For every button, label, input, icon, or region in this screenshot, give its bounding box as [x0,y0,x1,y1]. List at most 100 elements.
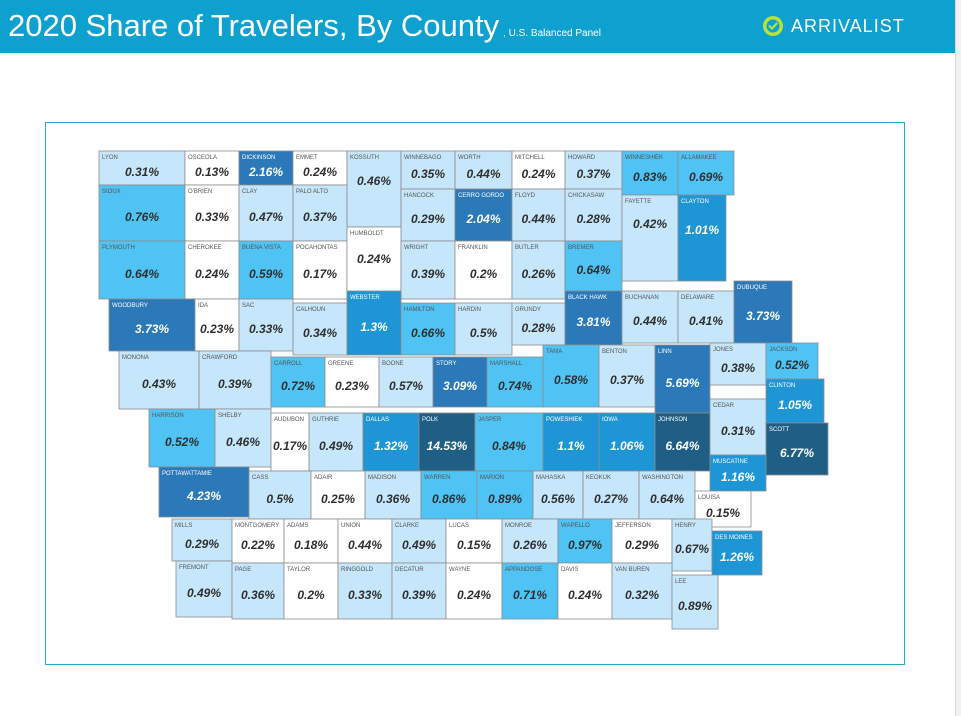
county-cass: CASS 0.5% [248,470,312,520]
county-value: 0.64% [125,267,159,281]
county-name: WEBSTER [350,295,380,301]
county-value: 1.05% [778,398,812,412]
county-ida: IDA 0.23% [194,298,240,352]
county-shape [654,412,711,472]
county-plymouth: PLYMOUTH 0.64% [98,240,186,300]
county-shape [511,188,566,242]
county-name: MARION [480,475,504,481]
brand-name: ARRIVALIST [791,16,905,36]
county-webster: WEBSTER 1.3% [346,290,402,356]
county-butler: BUTLER 0.26% [511,240,566,300]
page-subtitle: , U.S. Balanced Panel [503,28,601,39]
county-clarke: CLARKE 0.49% [391,518,447,564]
county-poweshiek: POWESHIEK 1.1% [542,412,600,472]
county-clay: CLAY 0.47% [238,184,294,242]
county-name: WAYNE [449,567,470,573]
county-name: PLYMOUTH [102,245,135,251]
county-shape [346,290,402,356]
county-shape [158,466,250,518]
county-jefferson: JEFFERSON 0.29% [611,518,673,564]
county-name: HOWARD [568,155,596,161]
county-value: 1.3% [360,320,388,334]
county-name: DECATUR [395,567,424,573]
county-value: 0.86% [432,492,466,506]
county-shape [238,184,294,242]
county-value: 0.44% [633,314,667,328]
county-davis: DAVIS 0.24% [557,562,613,620]
county-shape [611,562,673,620]
county-name: IOWA [602,417,618,423]
county-value: 0.31% [721,424,755,438]
county-des-moines: DES MOINES 1.26% [711,530,763,576]
county-name: RINGGOLD [341,567,374,573]
county-value: 0.2% [297,588,325,602]
county-jasper: JASPER 0.84% [474,412,544,472]
county-value: 0.37% [303,210,337,224]
page-title: 2020 Share of Travelers, By County, U.S.… [8,7,601,53]
county-name: WINNESHIEK [625,155,663,161]
county-name: CHEROKEE [188,245,222,251]
county-name: MAHASKA [536,475,565,481]
county-shape [324,356,380,408]
county-name: FREMONT [179,565,209,571]
county-polk: POLK 14.53% [418,412,476,472]
county-shape [733,280,793,344]
county-name: DUBUQUE [737,285,767,291]
county-value: 0.41% [689,314,723,328]
county-value: 1.26% [720,550,754,564]
county-buchanan: BUCHANAN 0.44% [621,290,679,344]
county-name: BENTON [602,349,627,355]
county-shape [564,188,623,242]
county-name: JOHNSON [658,417,687,423]
county-value: 0.25% [321,492,355,506]
county-hamilton: HAMILTON 0.66% [400,302,456,356]
county-ringgold: RINGGOLD 0.33% [337,562,393,620]
county-name: BUENA VISTA [242,245,281,251]
county-louisa: LOUISA 0.15% [694,490,752,528]
county-clinton: CLINTON 1.05% [765,378,825,424]
county-value: 0.5% [470,326,498,340]
county-shape [476,470,534,520]
county-shape [454,302,513,356]
scrollbar-track[interactable] [955,0,961,716]
county-name: POWESHIEK [546,417,582,423]
county-name: CLINTON [769,383,795,389]
county-value: 0.71% [513,588,547,602]
county-name: IDA [198,303,208,309]
county-adams: ADAMS 0.18% [283,518,339,564]
county-name: OSCEOLA [188,155,217,161]
county-name: JASPER [478,417,502,423]
county-fremont: FREMONT 0.49% [175,560,233,618]
county-value: 0.33% [348,588,382,602]
county-name: ADAIR [314,475,333,481]
county-value: 0.29% [185,537,219,551]
county-name: DES MOINES [715,535,753,541]
county-name: WASHINGTON [642,475,683,481]
checkmark-pin-icon [763,16,783,36]
county-greene: GREENE 0.23% [324,356,380,408]
county-jones: JONES 0.38% [709,342,767,386]
county-name: JONES [713,347,733,353]
county-name: BREMER [568,245,594,251]
county-hancock: HANCOCK 0.29% [400,188,456,242]
county-name: POCAHONTAS [296,245,338,251]
county-shape [337,518,393,564]
county-name: FAYETTE [625,199,651,205]
county-shape [175,560,233,618]
county-value: 0.52% [165,435,199,449]
county-delaware: DELAWARE 0.41% [677,290,735,344]
county-value: 0.2% [470,267,498,281]
county-name: PAGE [235,567,251,573]
county-audubon: AUDUBON 0.17% [270,412,310,472]
county-value: 0.89% [678,599,712,613]
county-shape [621,290,679,344]
county-value: 0.26% [521,267,555,281]
county-shape [292,150,348,186]
county-value: 0.13% [195,165,229,179]
county-shape [638,470,696,520]
county-name: TAYLOR [287,567,311,573]
county-value: 0.24% [357,252,391,266]
county-mills: MILLS 0.29% [171,518,233,562]
county-cherokee: CHEROKEE 0.24% [184,240,240,300]
county-page: PAGE 0.36% [231,562,285,620]
